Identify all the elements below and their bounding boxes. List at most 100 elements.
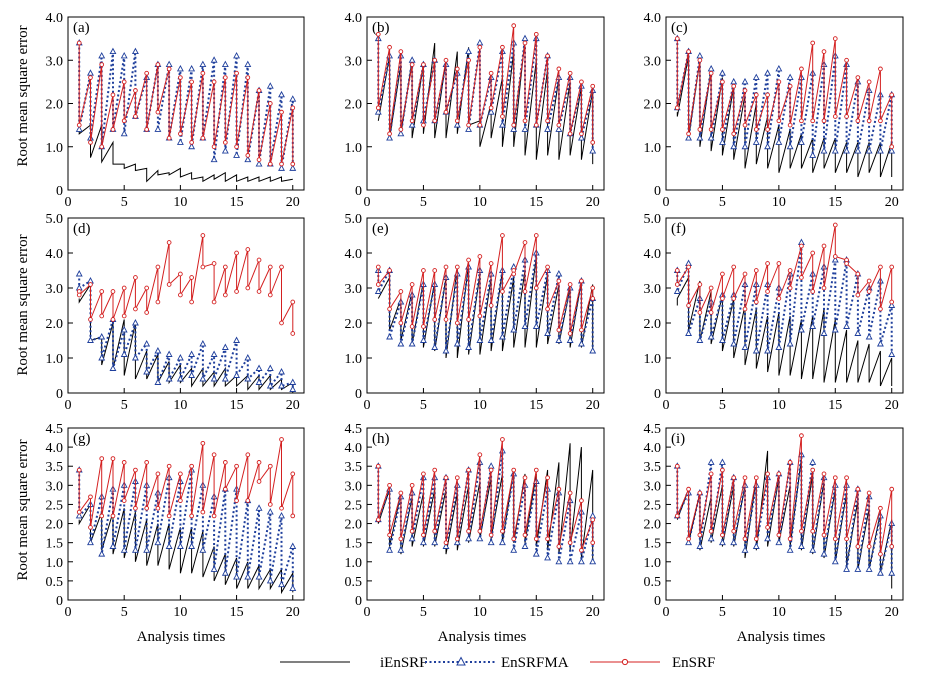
ylabel-row-2: Root mean square error [15,234,31,375]
panel-i-series-ensrfma-point [809,458,817,465]
panel-h-ytick-label: 4.0 [345,441,363,456]
panel-f-series-ensrf-point [787,285,793,291]
panel-b-series-ensrf-point [556,122,562,128]
panel-a-series-ensrf-point [245,75,251,80]
panel-i-series-ensrf-point [708,471,714,477]
panel-b-xtick-label: 10 [473,195,487,210]
panel-f-series-ensrfma-point [764,347,772,354]
panel-f-series-ensrfma-point [718,336,726,343]
panel-d-series-ensrf-point [279,320,284,326]
panel-e-series-ensrf-point [579,327,584,333]
panel-h-ytick-label: 1.0 [345,556,363,571]
panel-g-series-ensrfma-point [278,511,285,519]
panel-b-series-ensrfma-point [453,121,461,128]
panel-i-series-ensrfma-point [797,542,805,549]
panel-c-series-ensrfma-point [718,69,726,76]
panel-b-series-ensrf-point [511,122,517,128]
panel-h-series-ensrf-point [421,532,426,538]
panel-b-series-ensrfma-point [465,125,473,132]
panel-d-series-ensrfma-point [154,378,162,385]
panel-h-series-ensrf-point [567,540,573,546]
panel-e-series-ensrf-point [421,324,426,329]
panel-a-series-ensrfma-point [244,155,252,163]
panel-a-ytick-label: 0 [56,184,63,199]
panel-a-series-ensrfma-point [210,155,218,163]
panel-a-ytick-label: 1.0 [46,141,64,156]
panel-g-series-ensrfma-point [199,546,207,553]
panel-f-series-ensrfma-point [888,301,896,308]
panel-g-series-ensrf-point [88,525,93,530]
panel-h-series-ensrf-point [454,536,460,542]
panel-e-series-ensrfma-point [577,340,585,347]
panel-g-series-ensrfma-point [154,538,162,546]
panel-i-series-ensrfma-point [786,546,794,553]
panel-e-series-ensrfma-point [566,336,574,343]
panel-d-series-ensrfma-point [98,333,106,340]
panel-g-series-ensrf-point [256,460,262,465]
panel-e-series-ensrfma-point [386,333,394,340]
panel-a-series-ensrf-point [133,114,138,119]
panel-a-series-ensrf-point [121,79,127,85]
panel-f-series-ensrf-point [799,243,804,249]
panel-d-series-ensrf-point [200,264,206,270]
panel-g-series-ensrfma-point [188,542,196,549]
panel-b-series-ensrf-point [398,49,404,54]
panel-c-series-ensrfma-point [718,138,726,145]
panel-b-series-ensrfma-point [465,47,473,55]
panel-e-series-ensrf-point [454,264,460,270]
panel-e-series-ensrf-point [488,303,494,308]
panel-e-series-ensrfma-point [589,347,597,354]
panel-b-series-ensrf-point [567,131,573,137]
panel-e-series-ensrf-point [387,306,392,312]
panel-e-series-ensrfma-point [521,322,529,329]
panel-f-series-ensrf-point [731,296,737,301]
panel-h-series-ensrfma-point [521,542,529,549]
panel-g-ytick-label: 2.5 [46,498,64,513]
panel-d-series-ensrfma-point [120,350,128,357]
panel-i-series-ensrfma-point [820,550,828,557]
panel-a-series-ensrf-point [200,70,206,76]
panel-f-series-ensrf-point [878,306,883,312]
panel-g-series-ensrf-point [88,494,93,500]
panel-e-series-ensrf-point [533,233,539,238]
panel-g-ytick-label: 4.5 [46,422,64,437]
panel-c-series-ensrf-point [799,118,804,124]
panel-f-series-ensrf-point [742,271,748,277]
panel-i-series-ensrf-point [686,536,691,542]
panel-h-series-ensrf-point [387,532,392,538]
panel-a-series-ensrf-point [267,161,273,167]
panel-g-series-ensrf-point [133,505,138,511]
panel-i-ytick-label: 1.5 [644,537,662,552]
panel-e-series-ensrfma-point [442,347,450,354]
panel-c-series-ensrfma-point [797,138,805,145]
panel-a: 0 1.0 2.0 3.0 4.0 0 5 10 15 20 (a) [46,11,305,210]
panel-i-series-ensrf-point [787,460,793,465]
panel-h-series-ensrfma-point [442,542,450,549]
panel-b-series-ensrf-point [375,105,381,111]
panel-a-series-ensrfma-point [87,69,94,76]
panel-d-series-ensrfma-point [143,368,151,375]
panel-e-ytick-label: 2.0 [345,317,363,332]
panel-a-series-ensrfma-point [278,90,285,98]
panel-g-series-ensrfma-point [266,576,274,584]
panel-b-series-ensrf-point [432,57,438,63]
panel-b-series-ensrf-point [443,109,449,115]
panel-b-series-ensrf-point [387,44,392,50]
panel-i-series-ensrf-point [753,536,759,542]
panel-g-series-ensrf-point [290,513,296,519]
panel-c-series-ensrfma-point [730,77,738,85]
panel-i-series-ensrfma-point [809,546,817,553]
panel-g-ytick-label: 1.0 [46,556,64,571]
panel-c-series-ensrfma-point [741,77,749,85]
panel-e-series-ensrfma-point [544,329,552,336]
panel-c-series-ensrf-point [866,79,872,85]
panel-h-series-ensrf-point [398,490,404,496]
panel-d-series-ensrf-point [88,317,93,322]
panel-a-series-ensrfma-point [120,51,128,59]
panel-a-series-ensrf-point [88,140,93,145]
panel-g-xtick-label: 15 [230,605,244,620]
panel-g-series-ensrf-point [245,452,251,458]
panel-i-series-ensrf-point [674,463,680,469]
panel-f-ytick-label: 4.0 [644,247,662,262]
panel-f-xtick-label: 10 [772,398,786,413]
